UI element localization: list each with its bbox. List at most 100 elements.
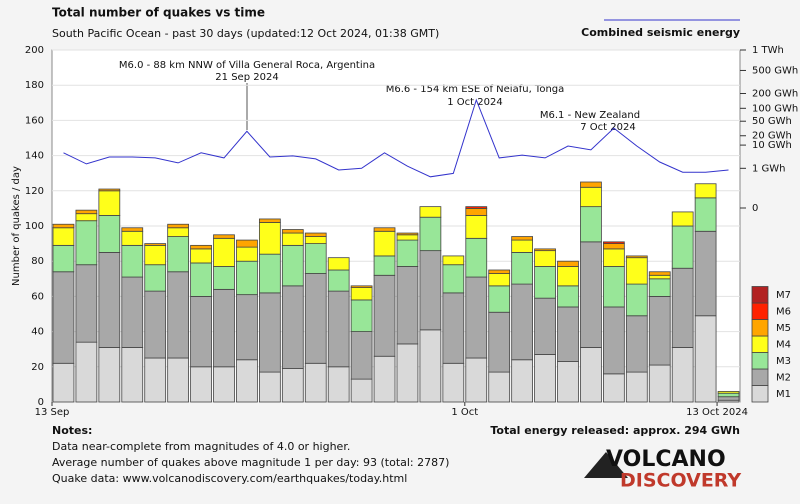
bar-segment [350,287,373,301]
bar-segment [534,266,556,299]
bar-segment [442,292,465,364]
y-tick-label: 160 [25,115,44,126]
y-tick-label: 60 [31,291,44,302]
legend-label: M3 [776,356,791,367]
bar-segment [557,306,579,362]
bar-segment [75,264,98,343]
bar-segment [190,248,212,264]
bar-segment [717,391,740,394]
y-axis-label: Number of quakes / day [11,166,22,286]
bar-segment [350,299,373,333]
y-tick-label: 180 [25,80,44,91]
bar-segment [190,295,212,368]
bar-segment [327,290,350,368]
bar-segment [213,288,235,368]
bar-segment [625,257,648,285]
bar-segment [694,315,717,403]
bar-segment [167,227,190,237]
bar-segment [75,209,98,215]
bar-segment [648,295,671,366]
bar-segment [213,237,235,267]
y2-tick-label: 1 TWh [752,45,784,56]
bar-segment [488,285,511,313]
bar-segment [419,329,442,403]
y2-tick-label: 200 GWh [752,88,798,99]
bar-segment [144,244,167,266]
bar-segment [98,347,121,403]
bar-segment [75,220,98,266]
bar-segment [603,248,625,267]
chart-title: Total number of quakes vs time [52,6,265,20]
bar-segment [167,236,190,273]
bar-segment [671,211,694,227]
legend-label: M5 [776,323,791,334]
notes-title: Notes: [52,424,92,437]
bar-segment [167,271,190,359]
bar-segment [580,186,602,208]
bar-segment [304,273,327,364]
bar-segment [121,244,144,278]
chart-subtitle: South Pacific Ocean - past 30 days (upda… [52,27,439,40]
bar-segment [557,361,579,403]
bar-segment [258,218,281,223]
bar-segment [625,315,648,373]
bar-segment [511,251,533,285]
legend-swatch [751,368,769,386]
bar-segment [396,239,419,267]
bar-segment [511,359,533,403]
y2-tick-label: 1 GWh [752,163,786,174]
bar-segment [236,359,258,403]
y-tick-label: 0 [38,397,44,408]
y2-tick-label: 50 GWh [752,116,792,127]
bar-segment [304,236,327,244]
bar-segment [121,347,144,403]
bar-segment [557,260,579,267]
bar-segment [258,222,281,255]
bar-segment [671,225,694,269]
annotation: M6.0 - 88 km NNW of Villa General Roca, … [119,60,375,71]
bar-segment [327,269,350,292]
note: Data near-complete from magnitudes of 4.… [52,440,350,453]
bar-segment [213,234,235,239]
bar-segment [694,230,717,317]
bar-segment [580,347,602,403]
y-tick-label: 20 [31,362,44,373]
annotation: 7 Oct 2024 [580,122,635,133]
bar-segment [465,215,488,239]
bar-segment [236,246,258,262]
legend-label: M6 [776,306,791,317]
legend-swatch [751,319,769,337]
bar-segment [167,357,190,403]
bar-segment [465,357,488,403]
bar-segment [603,373,625,403]
bar-segment [258,253,281,294]
bar-segment [373,230,396,257]
total-energy: Total energy released: approx. 294 GWh [490,424,740,437]
bar-segment [350,331,373,380]
bar-segment [236,294,258,361]
bar-segment [327,366,350,403]
y2-tick-label: 20 GWh [752,131,792,142]
bar-segment [121,276,144,348]
bar-segment [625,283,648,317]
bar-segment [236,239,258,248]
bar-segment [465,206,488,209]
bar-segment [580,241,602,348]
bar-segment [671,267,694,348]
bar-segment [534,297,556,355]
logo-text: VOLCANO [606,447,726,472]
bar-segment [258,292,281,373]
bar-segment [625,371,648,403]
bar-segment [396,232,419,236]
bar-segment [488,311,511,373]
bar-segment [304,232,327,237]
legend-swatch [751,352,769,370]
legend-swatch [751,286,769,304]
bar-segment [373,274,396,357]
bar-segment [625,255,648,259]
bar-segment [534,250,556,267]
bar-segment [121,230,144,246]
bar-segment [465,207,488,216]
legend-swatch [751,385,769,403]
